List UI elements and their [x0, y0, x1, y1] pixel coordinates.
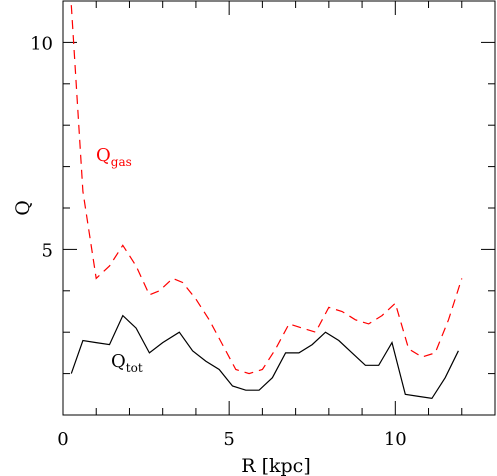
series-layer: [70, 5, 463, 400]
x-tick-label: 10: [384, 429, 407, 450]
series-line-tot: [70, 314, 459, 400]
y-tick-label: 10: [30, 33, 53, 54]
x-tick-label: 0: [57, 429, 68, 450]
y-axis-ticks: 5 10: [30, 33, 495, 375]
series-line-gas: [70, 5, 463, 375]
x-axis-title: R [kpc]: [241, 455, 311, 476]
y-axis-title: Q: [12, 200, 34, 216]
annotation-q-gas: Qgas: [96, 145, 132, 169]
x-tick-label: 5: [223, 429, 234, 450]
x-axis-ticks: 0 5 10: [57, 1, 463, 450]
plot-frame: [62, 0, 496, 416]
annotation-q-tot: Qtot: [111, 351, 143, 375]
y-tick-label: 5: [42, 240, 53, 261]
